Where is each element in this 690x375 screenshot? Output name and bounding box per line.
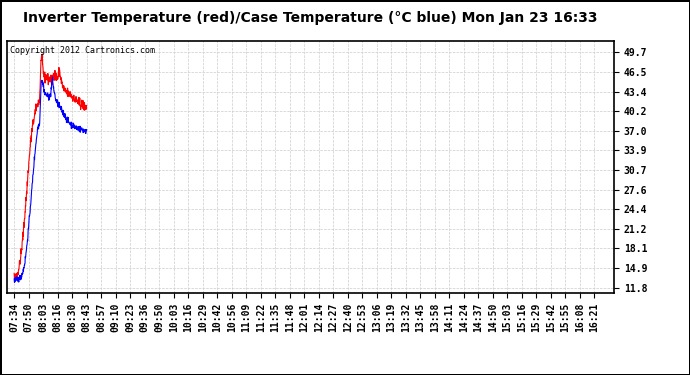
Text: Copyright 2012 Cartronics.com: Copyright 2012 Cartronics.com [10, 46, 155, 55]
Text: Inverter Temperature (red)/Case Temperature (°C blue) Mon Jan 23 16:33: Inverter Temperature (red)/Case Temperat… [23, 11, 598, 25]
